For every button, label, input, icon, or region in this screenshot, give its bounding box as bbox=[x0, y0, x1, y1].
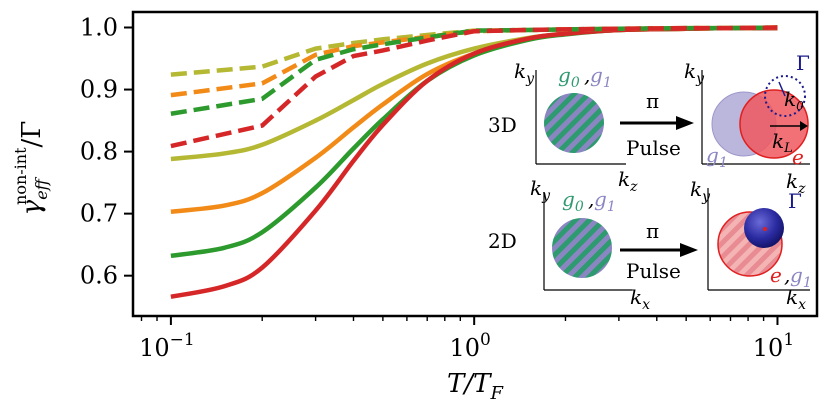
svg-text:Pulse: Pulse bbox=[626, 259, 681, 283]
svg-text:kz: kz bbox=[618, 167, 638, 195]
svg-text:g0: g0 bbox=[562, 187, 584, 215]
x-tick-label: 10−1 bbox=[139, 330, 195, 362]
inset-schematic: 3D ky kz g0 , g1 π Pulse ky kz k0 bbox=[488, 51, 812, 313]
svg-text:γeffnon-int/Γ: γeffnon-int/Γ bbox=[11, 121, 51, 216]
series-line-7-dashed bbox=[170, 25, 778, 149]
fermi-disk-2d bbox=[552, 218, 612, 278]
svg-text:g1: g1 bbox=[590, 63, 612, 91]
pulse-arrow-3d: π Pulse bbox=[620, 89, 694, 160]
y-tick-label: 0.9 bbox=[80, 76, 118, 104]
svg-text:g1: g1 bbox=[594, 187, 616, 215]
x-tick-label: 101 bbox=[753, 330, 794, 362]
svg-text:ky: ky bbox=[530, 176, 551, 204]
svg-text:,: , bbox=[584, 63, 590, 87]
series-line-0-solid bbox=[170, 25, 778, 162]
pulse-arrow-2d: π Pulse bbox=[620, 219, 698, 283]
svg-text:k0: k0 bbox=[784, 87, 804, 113]
svg-text:,: , bbox=[784, 263, 790, 287]
svg-text:e: e bbox=[770, 263, 782, 287]
fermi-sphere-3d bbox=[544, 93, 604, 153]
y-tick-label: 0.7 bbox=[80, 200, 118, 228]
x-tick-label: 100 bbox=[449, 330, 490, 362]
svg-text:,: , bbox=[588, 187, 594, 211]
x-axis: 10−1 100 101 bbox=[139, 316, 794, 362]
svg-text:kx: kx bbox=[630, 285, 650, 313]
svg-text:π: π bbox=[646, 219, 659, 243]
svg-text:ky: ky bbox=[684, 59, 705, 87]
y-tick-label: 1.0 bbox=[80, 14, 118, 42]
label-2d: 2D bbox=[488, 229, 517, 253]
svg-text:e: e bbox=[792, 145, 804, 169]
y-tick-label: 0.8 bbox=[80, 138, 118, 166]
label-3d: 3D bbox=[488, 113, 517, 137]
excited-sphere-3d bbox=[739, 89, 809, 159]
svg-text:ky: ky bbox=[514, 59, 535, 87]
svg-text:T/TF: T/TF bbox=[447, 369, 504, 404]
svg-text:π: π bbox=[646, 89, 659, 113]
series-layer bbox=[170, 25, 778, 299]
y-tick-label: 0.6 bbox=[80, 262, 118, 290]
x-axis-title: T/TF bbox=[447, 369, 504, 404]
svg-text:g1: g1 bbox=[790, 263, 812, 291]
svg-text:Pulse: Pulse bbox=[626, 136, 681, 160]
svg-text:g0: g0 bbox=[558, 63, 580, 91]
svg-text:Γ: Γ bbox=[788, 189, 802, 213]
decay-sphere-3d bbox=[764, 75, 806, 117]
y-axis: 0.6 0.7 0.8 0.9 1.0 bbox=[80, 14, 133, 290]
svg-text:Γ: Γ bbox=[796, 51, 810, 75]
svg-text:ky: ky bbox=[690, 177, 711, 205]
y-axis-title: γeffnon-int/Γ bbox=[11, 121, 51, 216]
